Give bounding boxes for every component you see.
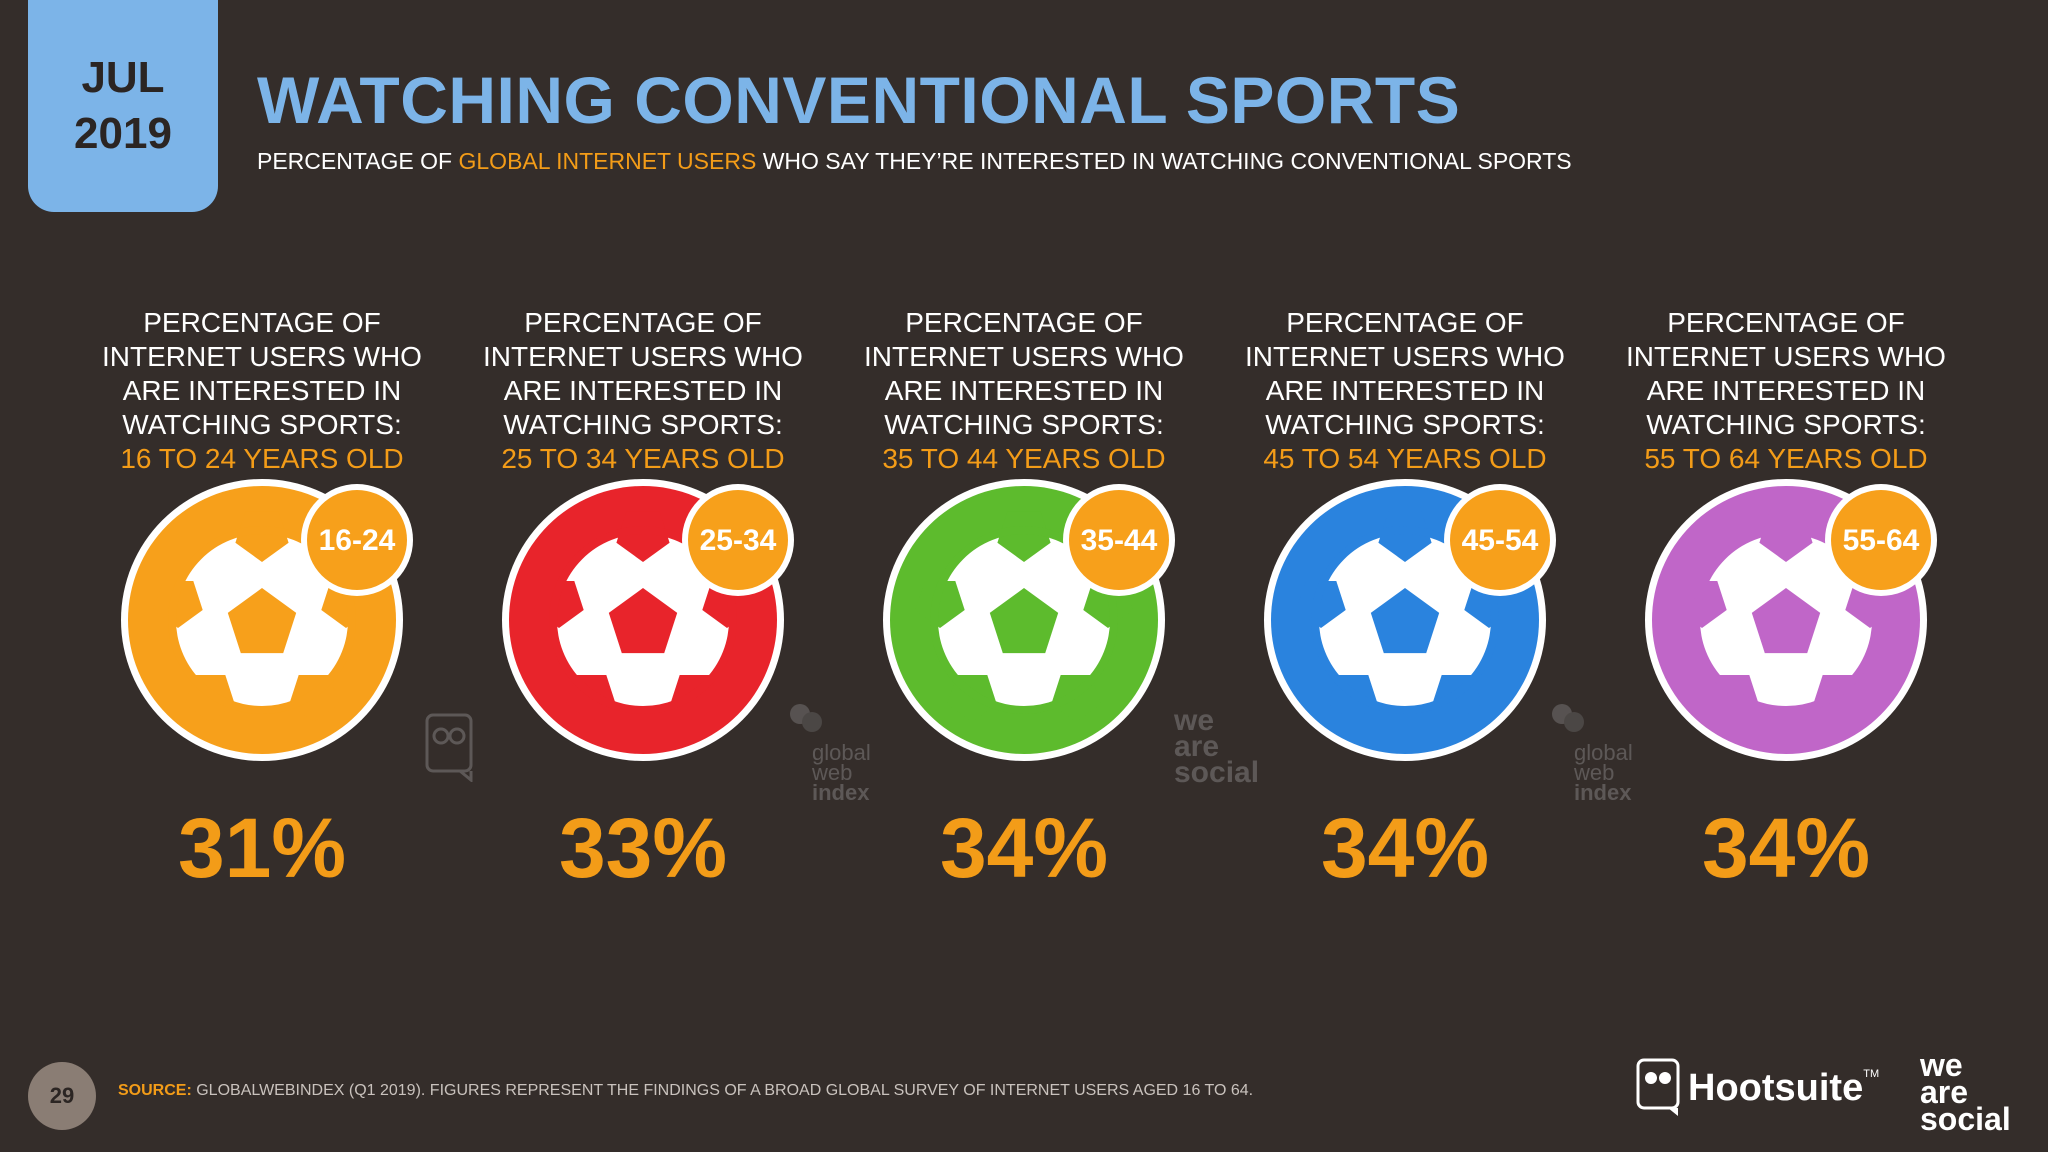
ball-patch-left xyxy=(534,581,584,628)
ball-patch-top xyxy=(997,511,1051,562)
column-desc-text: PERCENTAGE OF INTERNET USERS WHO ARE INT… xyxy=(102,307,422,440)
age-badge-fill xyxy=(1069,490,1169,590)
ball-patch-top xyxy=(616,511,670,562)
column-age-range: 16 TO 24 YEARS OLD xyxy=(120,443,404,474)
percentage-value: 33% xyxy=(558,801,728,895)
age-badge-label: 25-34 xyxy=(700,524,777,557)
gwi2-word-3: index xyxy=(1574,780,1632,805)
ball-graphic: 35-44 xyxy=(834,470,1214,770)
column-age-range: 35 TO 44 YEARS OLD xyxy=(882,443,1166,474)
hootsuite-tm: TM xyxy=(1863,1068,1880,1080)
date-month: JUL xyxy=(81,53,165,102)
age-badge-label: 45-54 xyxy=(1462,524,1539,557)
column-description: PERCENTAGE OF INTERNET USERS WHO ARE INT… xyxy=(72,306,452,476)
ball-patch-top xyxy=(1759,511,1813,562)
column-desc-text: PERCENTAGE OF INTERNET USERS WHO ARE INT… xyxy=(483,307,803,440)
ball-stroke xyxy=(930,526,1118,714)
ball-center-patch xyxy=(989,588,1059,654)
ball-graphic: 45-54 xyxy=(1215,470,1595,770)
column-description: PERCENTAGE OF INTERNET USERS WHO ARE INT… xyxy=(1596,306,1976,476)
date-badge: JUL 2019 xyxy=(28,0,218,212)
was-word-3: social xyxy=(1920,1101,2011,1137)
gwi2-word-1: global xyxy=(1574,740,1633,765)
ball-stroke xyxy=(1692,526,1880,714)
column-age-range: 25 TO 34 YEARS OLD xyxy=(501,443,785,474)
age-badge-label: 16-24 xyxy=(319,524,396,557)
hootsuite-owl-icon xyxy=(1636,1058,1680,1116)
percentage-value: 34% xyxy=(1701,801,1871,895)
gwi-word-3: index xyxy=(812,780,870,805)
soccer-ball-icon: 55-64 xyxy=(1645,479,1937,761)
column-desc-text: PERCENTAGE OF INTERNET USERS WHO ARE INT… xyxy=(864,307,1184,440)
ball-stroke xyxy=(549,526,737,714)
ball-patch-top xyxy=(235,511,289,562)
subtitle-pre: PERCENTAGE OF xyxy=(257,148,459,174)
hootsuite-logo: Hootsuite TM xyxy=(1636,1058,1879,1118)
subtitle-post: WHO SAY THEY’RE INTERESTED IN WATCHING C… xyxy=(756,148,1572,174)
gwi-word-1: global xyxy=(812,740,871,765)
percentage-value: 31% xyxy=(177,801,347,895)
ball-center-patch xyxy=(1370,588,1440,654)
hootsuite-watermark-icon xyxy=(425,713,473,782)
ball-graphic: 16-24 xyxy=(72,470,452,770)
ball-stroke xyxy=(168,526,356,714)
ball-graphic: 25-34 xyxy=(453,470,833,770)
soccer-ball-icon: 35-44 xyxy=(883,479,1175,761)
percentage-value: 34% xyxy=(939,801,1109,895)
ball-patch-left xyxy=(1677,581,1727,628)
source-text: GLOBALWEBINDEX (Q1 2019). FIGURES REPRES… xyxy=(191,1082,1254,1099)
source-note: SOURCE: GLOBALWEBINDEX (Q1 2019). FIGURE… xyxy=(118,1082,1253,1100)
hootsuite-wordmark: Hootsuite xyxy=(1688,1066,1864,1109)
ball-graphic: 55-64 xyxy=(1596,470,1976,770)
was-word-2: are xyxy=(1920,1074,1969,1110)
page-subtitle: PERCENTAGE OF GLOBAL INTERNET USERS WHO … xyxy=(257,148,1572,175)
gwi2-word-2: web xyxy=(1574,760,1615,785)
ball-patch-top xyxy=(1378,511,1432,562)
ball-center-patch xyxy=(227,588,297,654)
soccer-ball-icon: 25-34 xyxy=(502,479,794,761)
was-wm-word-1: we xyxy=(1174,704,1215,737)
source-label: SOURCE: xyxy=(118,1082,192,1099)
soccer-ball-icon: 16-24 xyxy=(121,479,413,761)
column-description: PERCENTAGE OF INTERNET USERS WHO ARE INT… xyxy=(1215,306,1595,476)
was-word-1: we xyxy=(1920,1047,1963,1083)
gwi-dots-icon xyxy=(790,704,822,732)
ball-patch-left xyxy=(1296,581,1346,628)
subtitle-highlight: GLOBAL INTERNET USERS xyxy=(458,148,757,174)
gwi-dots-icon-2 xyxy=(1552,704,1584,732)
was-wm-word-3: social xyxy=(1174,756,1260,789)
column-description: PERCENTAGE OF INTERNET USERS WHO ARE INT… xyxy=(453,306,833,476)
soccer-ball-icon: 45-54 xyxy=(1264,479,1556,761)
page-number: 29 xyxy=(28,1062,96,1130)
was-wm-word-2: are xyxy=(1174,730,1220,763)
column-desc-text: PERCENTAGE OF INTERNET USERS WHO ARE INT… xyxy=(1626,307,1946,440)
age-badge-fill xyxy=(1450,490,1550,590)
gwi-watermark-2: global web index xyxy=(1548,700,1633,805)
gwi-word-2: web xyxy=(812,760,853,785)
ball-patch-left xyxy=(153,581,203,628)
percentage-value: 34% xyxy=(1320,801,1490,895)
we-are-social-logo: we are social xyxy=(1920,1047,2011,1137)
column-description: PERCENTAGE OF INTERNET USERS WHO ARE INT… xyxy=(834,306,1214,476)
age-badge-label: 35-44 xyxy=(1081,524,1158,557)
date-year: 2019 xyxy=(74,109,172,158)
ball-stroke xyxy=(1311,526,1499,714)
age-badge-fill xyxy=(1831,490,1931,590)
age-badge-fill xyxy=(688,490,788,590)
gwi-watermark-1: global web index xyxy=(786,700,871,805)
column-desc-text: PERCENTAGE OF INTERNET USERS WHO ARE INT… xyxy=(1245,307,1565,440)
column-age-range: 45 TO 54 YEARS OLD xyxy=(1263,443,1547,474)
ball-center-patch xyxy=(1751,588,1821,654)
was-watermark: we are social xyxy=(1174,704,1260,789)
page-title: WATCHING CONVENTIONAL SPORTS xyxy=(257,63,1461,137)
age-badge-label: 55-64 xyxy=(1843,524,1920,557)
column-age-range: 55 TO 64 YEARS OLD xyxy=(1644,443,1928,474)
ball-center-patch xyxy=(608,588,678,654)
ball-patch-left xyxy=(915,581,965,628)
age-badge-fill xyxy=(307,490,407,590)
